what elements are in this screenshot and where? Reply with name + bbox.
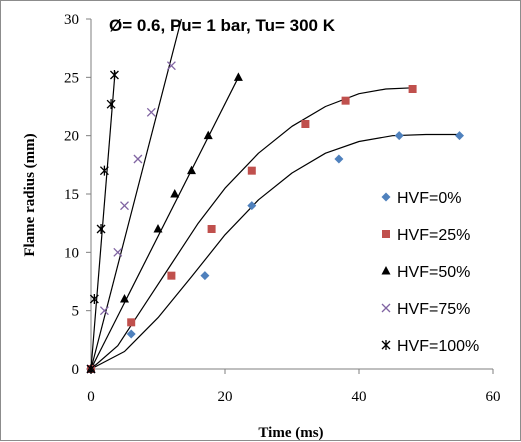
data-point bbox=[96, 224, 106, 234]
data-point bbox=[207, 225, 216, 233]
x-tick-label: 20 bbox=[218, 389, 233, 405]
x-tick-label: 0 bbox=[87, 389, 95, 405]
trend-line bbox=[90, 133, 460, 370]
data-point bbox=[109, 70, 119, 80]
data-point bbox=[99, 306, 109, 316]
legend-marker bbox=[381, 303, 391, 313]
legend: HVF=0% HVF=25% HVF=50% HVF=75% HVF=100% bbox=[381, 190, 479, 355]
data-point bbox=[113, 247, 123, 257]
y-tick-label: 10 bbox=[64, 245, 79, 261]
x-axis-title: Time (ms) bbox=[258, 425, 323, 441]
data-point bbox=[126, 329, 136, 339]
x-tick-label: 60 bbox=[486, 389, 501, 405]
data-point bbox=[247, 166, 256, 175]
legend-label: HVF=0% bbox=[397, 190, 461, 207]
trend-line bbox=[90, 18, 182, 370]
series-4 bbox=[86, 70, 119, 374]
data-point bbox=[233, 72, 243, 81]
data-point bbox=[247, 201, 257, 211]
data-point bbox=[334, 154, 344, 164]
data-point bbox=[455, 131, 464, 141]
y-tick-label: 15 bbox=[64, 187, 79, 203]
trend-line bbox=[90, 77, 239, 370]
legend-item: HVF=25% bbox=[382, 227, 470, 244]
y-tick-label: 20 bbox=[64, 129, 79, 145]
legend-label: HVF=50% bbox=[397, 264, 470, 281]
data-point bbox=[408, 85, 417, 93]
data-points bbox=[86, 61, 464, 374]
data-point bbox=[86, 364, 96, 374]
y-tick-label: 25 bbox=[64, 70, 79, 86]
legend-label: HVF=100% bbox=[397, 338, 479, 355]
data-point bbox=[127, 318, 136, 327]
data-point bbox=[120, 201, 129, 211]
y-axis-title: Flame radius (mm) bbox=[22, 133, 38, 256]
y-tick-label: 5 bbox=[72, 304, 80, 320]
legend-label: HVF=75% bbox=[397, 301, 470, 318]
trend-line bbox=[90, 71, 116, 370]
data-point bbox=[301, 120, 310, 128]
data-point bbox=[99, 165, 109, 176]
legend-item: HVF=100% bbox=[381, 338, 479, 355]
series-1 bbox=[87, 85, 417, 373]
legend-item: HVF=0% bbox=[381, 190, 461, 207]
data-point bbox=[133, 154, 143, 164]
trend-line bbox=[90, 87, 413, 370]
data-point bbox=[146, 107, 156, 117]
data-point bbox=[394, 131, 404, 141]
legend-marker bbox=[381, 340, 391, 350]
legend-label: HVF=25% bbox=[397, 227, 470, 244]
data-point bbox=[106, 99, 116, 110]
data-point bbox=[200, 271, 210, 281]
y-tick-label: 0 bbox=[72, 362, 80, 378]
data-point bbox=[153, 224, 163, 233]
axes: 0 5 10 15 20 25 30 0 20 40 60 bbox=[64, 12, 501, 405]
data-point bbox=[187, 165, 196, 175]
legend-marker bbox=[382, 230, 390, 238]
data-point bbox=[167, 271, 176, 280]
y-tick-label: 30 bbox=[64, 12, 79, 28]
data-point bbox=[170, 189, 180, 198]
chart-title: Ø= 0.6, Pu= 1 bar, Tu= 300 K bbox=[109, 16, 336, 35]
legend-item: HVF=75% bbox=[381, 301, 470, 318]
data-point bbox=[166, 61, 176, 71]
data-point bbox=[203, 130, 213, 140]
data-point bbox=[341, 96, 350, 105]
legend-marker bbox=[381, 192, 391, 202]
legend-item: HVF=50% bbox=[381, 264, 470, 281]
legend-marker bbox=[381, 266, 391, 275]
data-point bbox=[89, 294, 99, 304]
data-point bbox=[120, 294, 129, 303]
x-tick-label: 40 bbox=[352, 389, 367, 405]
